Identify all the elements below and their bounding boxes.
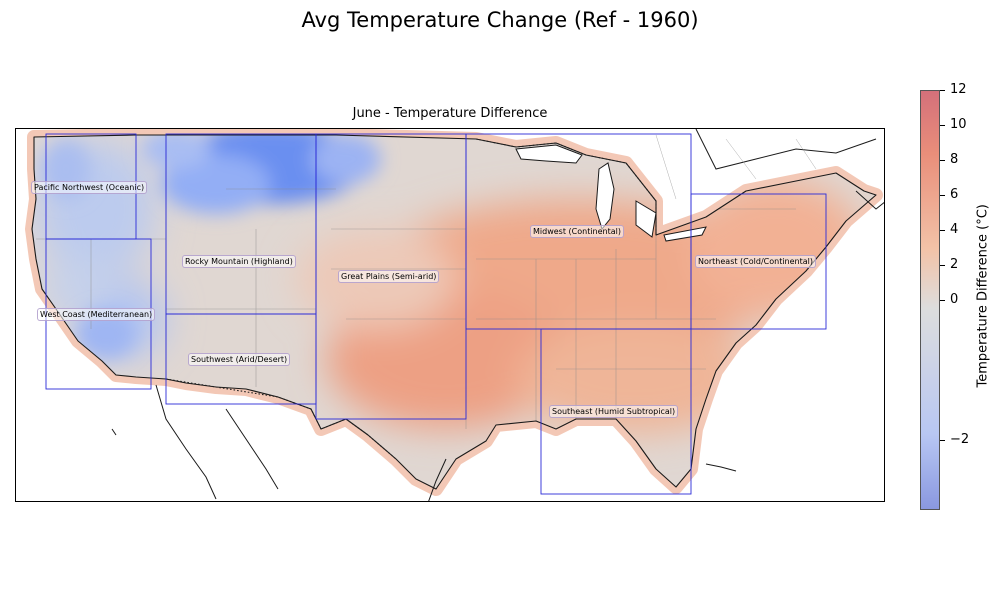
region-label-pacific-northwest: Pacific Northwest (Oceanic) [31, 181, 148, 194]
colorbar-tick-label: 8 [950, 152, 959, 167]
colorbar-tick-label: 6 [950, 187, 959, 202]
colorbar-tick [940, 300, 945, 301]
region-label-northeast: Northeast (Cold/Continental) [695, 255, 816, 268]
colorbar-tick [940, 440, 945, 441]
map-panel: Pacific Northwest (Oceanic) West Coast (… [15, 128, 885, 502]
colorbar-tick-label: 4 [950, 222, 959, 237]
colorbar [920, 90, 940, 510]
region-label-rocky-mountain: Rocky Mountain (Highland) [182, 255, 296, 268]
us-temperature-map [16, 129, 884, 501]
region-box-northeast [690, 193, 827, 330]
colorbar-tick-label: 2 [950, 257, 959, 272]
region-label-west-coast: West Coast (Mediterranean) [37, 308, 156, 321]
figure-title: Avg Temperature Change (Ref - 1960) [301, 8, 699, 32]
region-label-midwest: Midwest (Continental) [530, 225, 624, 238]
region-label-southwest: Southwest (Arid/Desert) [188, 353, 291, 366]
colorbar-tick-label: −2 [950, 432, 970, 447]
colorbar-tick-label: 12 [950, 82, 967, 97]
colorbar-tick [940, 265, 945, 266]
neighbouring-coastlines [111, 129, 884, 501]
great-lakes [515, 144, 707, 242]
colorbar-tick-label: 10 [950, 117, 967, 132]
colorbar-tick [940, 230, 945, 231]
colorbar-label: Temperature Difference (°C) [975, 204, 991, 388]
region-label-great-plains: Great Plains (Semi-arid) [338, 270, 440, 283]
colorbar-tick [940, 195, 945, 196]
colorbar-tick-label: 0 [950, 292, 959, 307]
colorbar-tick [940, 160, 945, 161]
map-subtitle: June - Temperature Difference [352, 106, 548, 121]
region-label-southeast: Southeast (Humid Subtropical) [549, 405, 679, 418]
region-box-southeast [540, 328, 692, 495]
colorbar-tick [940, 90, 945, 91]
colorbar-tick [940, 125, 945, 126]
